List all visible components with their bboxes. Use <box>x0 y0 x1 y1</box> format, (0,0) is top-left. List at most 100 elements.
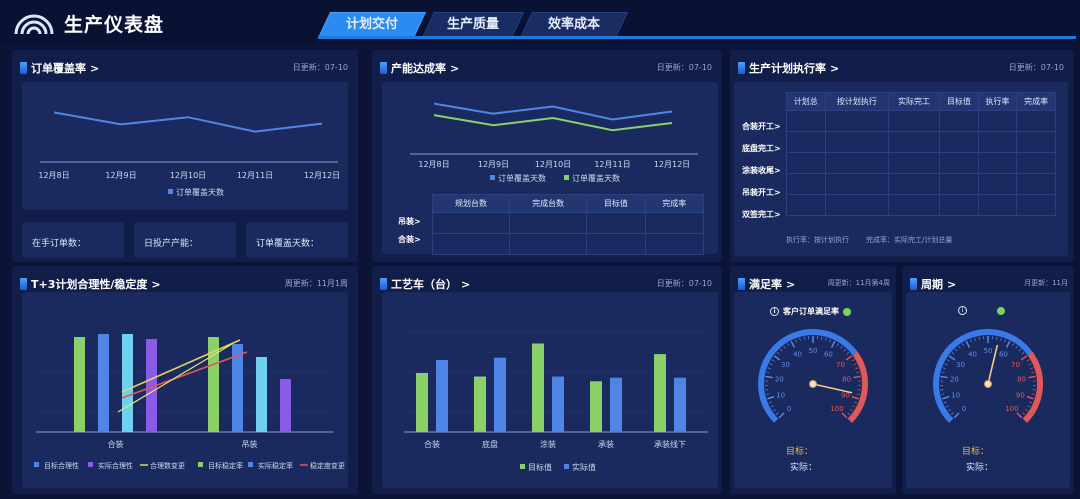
row-label[interactable]: 涂装收尾> <box>742 166 781 175</box>
x-tick-label: 12月11日 <box>237 171 273 180</box>
gauge-tick <box>1022 412 1026 415</box>
bar <box>474 376 486 432</box>
chevron-right-icon: > <box>151 277 161 291</box>
gauge-tick <box>773 355 781 361</box>
info-icon[interactable]: i <box>958 306 967 315</box>
table-header: 完成率 <box>1016 92 1056 111</box>
status-dot-icon <box>997 306 1005 315</box>
gauge-needle <box>812 383 853 394</box>
gauge-tick <box>941 393 945 395</box>
gauge-tick <box>996 336 998 340</box>
kpi-coverage-days: 订单覆盖天数： <box>246 222 348 258</box>
bar <box>494 357 506 432</box>
plan-exec-table: 计划总 按计划执行 实际完工 目标值 执行率 完成率 <box>786 92 1056 216</box>
cycle-title[interactable]: 周期 > <box>910 276 956 292</box>
gauge-tick <box>795 339 797 343</box>
gauge-tick <box>1025 409 1028 412</box>
row-label[interactable]: 双签完工> <box>742 210 781 219</box>
gauge-tick <box>1030 367 1034 370</box>
gauge-tick <box>1004 339 1006 343</box>
status-dot-icon <box>843 307 851 316</box>
order-coverage-title[interactable]: 订单覆盖率 > <box>20 60 99 76</box>
header-underline <box>318 36 1076 39</box>
gauge-tick <box>769 363 773 366</box>
row-label-hoist[interactable]: 吊装> <box>398 217 421 226</box>
kpi-daily-capacity: 日投产产能： <box>134 222 236 258</box>
target-label: 目标： <box>962 447 990 457</box>
gauge-tick <box>783 345 786 349</box>
table-header-row: 计划总 按计划执行 实际完工 目标值 执行率 完成率 <box>786 92 1056 111</box>
table-row <box>431 233 705 255</box>
gauge-tick <box>843 348 847 352</box>
satisfaction-title[interactable]: 满足率 > <box>738 276 795 292</box>
gauge-tick <box>775 412 779 415</box>
gauge-tick-label: 0 <box>962 405 966 413</box>
gauge-tick-label: 90 <box>1016 392 1025 400</box>
gauge-tick <box>1026 396 1034 400</box>
capacity-rate-title[interactable]: 产能达成率 > <box>380 60 459 76</box>
row-label[interactable]: 合装开工> <box>742 122 781 131</box>
satisfaction-panel: 满足率 > 周更新：11月第4周 i 客户订单满足率 0 10 20 30 40 50 60 7… <box>730 266 896 494</box>
table-row <box>431 212 705 234</box>
gauge-tick-label: 30 <box>781 361 790 369</box>
chevron-right-icon: > <box>90 61 100 75</box>
tab-plan-delivery[interactable]: 计划交付 <box>317 12 427 38</box>
tab-efficiency[interactable]: 效率成本 <box>519 12 629 38</box>
update-time: 周更新：11月1周 <box>284 279 348 288</box>
gauge-tick-label: 70 <box>1011 361 1020 369</box>
row-label[interactable]: 底盘完工> <box>742 144 781 153</box>
vehicles-panel: 工艺车（台） > 日更新：07-10 合装 底盘 涂装 承装 承装线下 目标值 实际值 <box>372 266 722 494</box>
bar <box>416 373 428 432</box>
gauge-tick <box>1005 340 1011 348</box>
row-label-assembly[interactable]: 合装> <box>398 235 421 244</box>
legend-label: 目标稳定率 <box>208 461 243 470</box>
chevron-right-icon: > <box>947 277 957 291</box>
gauge-tick <box>855 367 859 370</box>
gauge-tick <box>841 412 848 419</box>
x-tick-label: 12月9日 <box>105 171 136 180</box>
row-label[interactable]: 吊装开工> <box>742 188 781 197</box>
trend-line <box>117 343 233 413</box>
panel-marker-icon <box>738 278 745 290</box>
gauge-tick <box>786 343 790 347</box>
x-tick-label: 承装 <box>598 439 614 449</box>
table-row <box>786 194 1056 216</box>
gauge-tick <box>945 405 949 408</box>
legend-label: 目标合理性 <box>44 461 79 470</box>
gauge-tick <box>765 375 773 379</box>
legend-swatch <box>520 464 525 469</box>
legend-swatch <box>34 462 39 467</box>
gauge-arc <box>1022 351 1043 423</box>
table-header: 按计划执行 <box>824 92 890 111</box>
table-header: 规划台数 <box>431 194 511 213</box>
t3-title[interactable]: T+3计划合理性/稳定度 > <box>20 276 161 292</box>
vehicles-title[interactable]: 工艺车（台） > <box>380 276 470 292</box>
gauge-tick <box>961 343 965 347</box>
table-header: 完成台数 <box>509 194 588 213</box>
gauge-tick-label: 100 <box>830 405 843 413</box>
gauge-tick <box>941 371 945 374</box>
gauge-tick <box>958 345 961 349</box>
gauge-tick <box>799 337 801 341</box>
gauge-tick <box>944 363 948 366</box>
gauge-tick-label: 60 <box>824 351 833 359</box>
info-icon[interactable]: i <box>770 307 779 316</box>
bar <box>436 360 448 432</box>
gauge-tick <box>974 337 976 341</box>
tab-quality[interactable]: 生产质量 <box>421 12 525 38</box>
gauge-tick <box>830 340 836 348</box>
legend-label: 订单覆盖天数 <box>176 187 224 197</box>
gauge-hub <box>809 380 817 388</box>
plan-exec-title[interactable]: 生产计划执行率 > <box>738 60 839 76</box>
legend-swatch <box>248 462 253 467</box>
gauge-tick <box>851 359 855 362</box>
x-tick-label: 合装 <box>424 439 440 449</box>
gauge-tick-label: 40 <box>968 351 977 359</box>
bar <box>280 379 291 432</box>
plan-exec-panel: 生产计划执行率 > 日更新：07-10 合装开工> 底盘完工> 涂装收尾> 吊装开… <box>730 50 1074 262</box>
x-tick-label: 承装线下 <box>654 439 686 449</box>
gauge-tick <box>954 348 958 352</box>
gauge-tick-label: 80 <box>1017 376 1026 384</box>
